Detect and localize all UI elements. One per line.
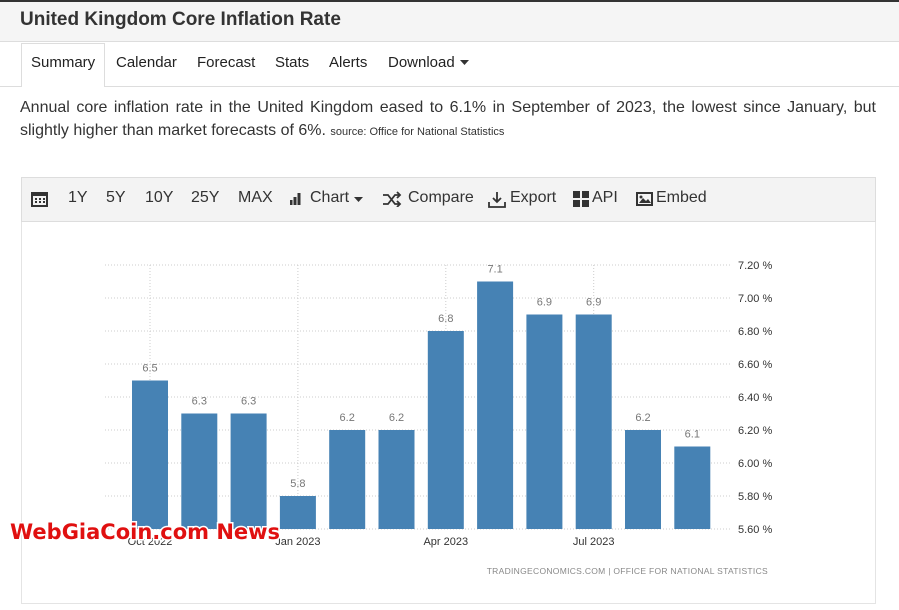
bar bbox=[526, 314, 563, 529]
y-tick-label: 5.60 % bbox=[738, 524, 772, 536]
description: Annual core inflation rate in the United… bbox=[20, 96, 876, 144]
page-title: United Kingdom Core Inflation Rate bbox=[20, 9, 341, 30]
value-label: 6.9 bbox=[537, 297, 552, 309]
bar bbox=[674, 446, 711, 529]
export-button[interactable]: Export bbox=[510, 189, 557, 206]
value-label: 6.5 bbox=[142, 363, 157, 375]
value-label: 6.3 bbox=[192, 396, 207, 408]
value-label: 6.2 bbox=[389, 412, 404, 424]
y-tick-label: 7.20 % bbox=[738, 260, 772, 272]
value-label: 6.2 bbox=[635, 412, 650, 424]
x-tick-label: Oct 2022 bbox=[128, 536, 173, 548]
range-button[interactable]: 10Y bbox=[145, 189, 174, 206]
y-tick-label: 6.00 % bbox=[738, 458, 772, 470]
y-tick-label: 6.80 % bbox=[738, 326, 772, 338]
x-tick-label: Jul 2023 bbox=[573, 536, 615, 548]
chart-button[interactable]: Chart bbox=[310, 189, 350, 206]
chart-icon bbox=[290, 193, 301, 205]
attribution: TRADINGECONOMICS.COM | OFFICE FOR NATION… bbox=[487, 566, 768, 576]
tab[interactable]: Download bbox=[388, 54, 455, 71]
bar bbox=[575, 314, 612, 529]
embed-icon bbox=[636, 192, 653, 206]
range-button[interactable]: MAX bbox=[238, 189, 273, 206]
active-tab bbox=[21, 43, 105, 87]
tab[interactable]: Forecast bbox=[197, 54, 256, 71]
tab-line bbox=[0, 86, 899, 87]
y-tick-label: 7.00 % bbox=[738, 293, 772, 305]
x-tick-label: Jan 2023 bbox=[275, 536, 320, 548]
bar bbox=[477, 281, 514, 529]
header-bar bbox=[0, 0, 899, 42]
export-icon bbox=[488, 192, 506, 208]
tab[interactable]: Summary bbox=[31, 54, 96, 71]
y-tick-label: 5.80 % bbox=[738, 491, 772, 503]
range-button[interactable]: 5Y bbox=[106, 189, 126, 206]
bar bbox=[625, 430, 661, 529]
toolbar bbox=[21, 177, 876, 222]
bar bbox=[181, 413, 218, 529]
value-label: 6.3 bbox=[241, 396, 256, 408]
compare-button[interactable]: Compare bbox=[408, 189, 474, 206]
value-label: 6.2 bbox=[340, 412, 355, 424]
bar bbox=[279, 496, 316, 529]
value-label: 7.1 bbox=[487, 264, 502, 276]
range-button[interactable]: 1Y bbox=[68, 189, 88, 206]
tab[interactable]: Calendar bbox=[116, 54, 177, 71]
y-tick-label: 6.20 % bbox=[738, 425, 772, 437]
bar bbox=[132, 380, 168, 529]
compare-icon bbox=[383, 191, 402, 207]
dropdown-caret bbox=[460, 60, 469, 65]
bar bbox=[427, 331, 464, 529]
source: source: Office for National Statistics bbox=[330, 126, 505, 138]
y-tick-label: 6.60 % bbox=[738, 359, 772, 371]
embed-button[interactable]: Embed bbox=[656, 189, 707, 206]
bar bbox=[329, 430, 366, 529]
tab[interactable]: Stats bbox=[275, 54, 310, 71]
bar bbox=[378, 430, 415, 529]
dropdown-caret bbox=[354, 197, 363, 202]
api-button[interactable]: API bbox=[592, 189, 618, 206]
calendar-icon[interactable] bbox=[31, 191, 49, 207]
value-label: 6.1 bbox=[685, 429, 700, 441]
value-label: 6.9 bbox=[586, 297, 601, 309]
value-label: 5.8 bbox=[290, 478, 305, 490]
value-label: 6.8 bbox=[438, 313, 453, 325]
y-tick-label: 6.40 % bbox=[738, 392, 772, 404]
description-text: Annual core inflation rate in the United… bbox=[20, 99, 876, 139]
range-button[interactable]: 25Y bbox=[191, 189, 220, 206]
x-tick-label: Apr 2023 bbox=[423, 536, 468, 548]
bar bbox=[230, 413, 267, 529]
tab[interactable]: Alerts bbox=[329, 54, 368, 71]
api-icon bbox=[573, 191, 589, 207]
watermark: WebGiaCoin.com News bbox=[10, 520, 280, 544]
